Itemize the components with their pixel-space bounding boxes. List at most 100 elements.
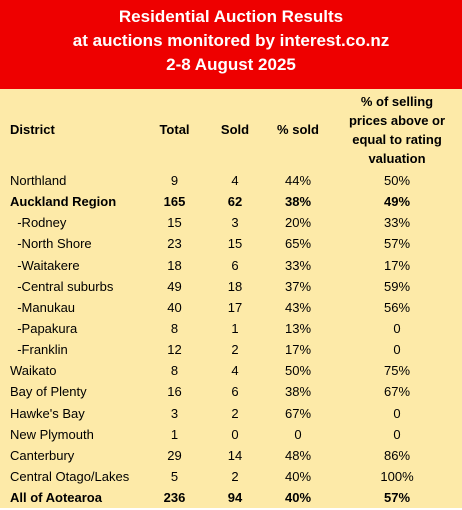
cell-district: -North Shore: [10, 236, 92, 252]
col-header-pct-above-line-1: % of selling: [360, 93, 434, 109]
cell-district: -Franklin: [10, 342, 68, 358]
table-row: -Waitakere 18 6 33% 17%: [0, 255, 462, 276]
cell-pct-sold: 13%: [284, 321, 312, 337]
cell-pct-sold: 65%: [284, 236, 312, 252]
cell-sold: 14: [227, 447, 243, 463]
cell-pct-above-valuation: 57%: [383, 490, 411, 506]
cell-district: -Manukau: [10, 299, 76, 315]
cell-pct-above-valuation: 0: [393, 342, 401, 358]
cell-pct-sold: 44%: [284, 173, 312, 189]
cell-district: Bay of Plenty: [10, 384, 87, 400]
cell-district: Canterbury: [10, 447, 75, 463]
table-row: Bay of Plenty 16 6 38% 67%: [0, 381, 462, 402]
table-row: -Papakura 8 1 13% 0: [0, 318, 462, 339]
cell-sold: 17: [227, 299, 243, 315]
table-row: -North Shore 23 15 65% 57%: [0, 233, 462, 254]
cell-sold: 1: [231, 321, 239, 337]
col-header-sold: Sold: [220, 122, 250, 137]
cell-district: Hawke's Bay: [10, 405, 85, 421]
cell-district: All of Aotearoa: [10, 490, 102, 506]
cell-pct-sold: 38%: [284, 194, 312, 210]
cell-sold: 4: [231, 363, 239, 379]
cell-total: 18: [167, 257, 182, 273]
title-line-2: at auctions monitored by interest.co.nz: [72, 31, 390, 50]
cell-pct-above-valuation: 50%: [383, 173, 411, 189]
title-banner: Residential Auction Results at auctions …: [0, 0, 462, 89]
cell-pct-sold: 0: [294, 426, 302, 442]
cell-pct-above-valuation: 75%: [383, 363, 411, 379]
title-line-3: 2-8 August 2025: [166, 55, 296, 74]
cell-pct-above-valuation: 0: [393, 321, 401, 337]
cell-total: 15: [167, 215, 182, 231]
cell-total: 1: [170, 426, 179, 442]
cell-pct-above-valuation: 59%: [383, 278, 411, 294]
cell-total: 23: [167, 236, 182, 252]
table-row: -Franklin 12 2 17% 0: [0, 339, 462, 360]
cell-pct-above-valuation: 56%: [383, 299, 411, 315]
table-row: Canterbury 29 14 48% 86%: [0, 445, 462, 466]
cell-district: Northland: [10, 173, 67, 189]
cell-pct-above-valuation: 33%: [383, 215, 411, 231]
cell-sold: 94: [227, 490, 243, 506]
cell-district: -Papakura: [10, 321, 78, 337]
title-line-1: Residential Auction Results: [118, 7, 344, 26]
table-row: All of Aotearoa 236 94 40% 57%: [0, 487, 462, 508]
col-header-pct-sold: % sold: [277, 122, 319, 137]
cell-sold: 6: [231, 384, 239, 400]
cell-sold: 6: [231, 257, 239, 273]
cell-pct-sold: 33%: [284, 257, 312, 273]
header-row: District Total Sold % sold % of selling …: [0, 89, 462, 170]
cell-pct-sold: 50%: [284, 363, 312, 379]
cell-total: 236: [163, 490, 186, 506]
cell-pct-above-valuation: 57%: [383, 236, 411, 252]
cell-total: 5: [170, 469, 179, 485]
cell-pct-sold: 67%: [284, 405, 312, 421]
cell-pct-sold: 38%: [284, 384, 312, 400]
cell-total: 8: [170, 363, 179, 379]
cell-district: New Plymouth: [10, 426, 94, 442]
cell-total: 12: [167, 342, 182, 358]
cell-total: 16: [167, 384, 182, 400]
cell-total: 40: [167, 299, 182, 315]
col-header-total: Total: [159, 122, 190, 137]
col-header-pct-above-line-2: prices above or: [348, 112, 446, 128]
cell-total: 49: [167, 278, 182, 294]
cell-pct-sold: 37%: [284, 278, 312, 294]
cell-pct-above-valuation: 0: [393, 426, 401, 442]
cell-pct-above-valuation: 17%: [383, 257, 411, 273]
cell-sold: 0: [231, 426, 239, 442]
cell-sold: 2: [231, 342, 239, 358]
cell-pct-sold: 48%: [284, 447, 312, 463]
table-row: -Central suburbs 49 18 37% 59%: [0, 276, 462, 297]
cell-district: Auckland Region: [10, 194, 117, 210]
cell-sold: 4: [231, 173, 239, 189]
col-header-pct-above-valuation: % of selling prices above or equal to ra…: [332, 89, 462, 170]
cell-pct-sold: 17%: [284, 342, 312, 358]
table-row: -Manukau 40 17 43% 56%: [0, 297, 462, 318]
cell-pct-sold: 40%: [284, 490, 312, 506]
cell-sold: 15: [227, 236, 243, 252]
table-row: -Rodney 15 3 20% 33%: [0, 212, 462, 233]
cell-district: -Waitakere: [10, 257, 80, 273]
col-header-pct-above-line-3: equal to rating: [352, 131, 442, 147]
cell-total: 9: [170, 173, 179, 189]
table-row: Northland 9 4 44% 50%: [0, 170, 462, 191]
cell-district: Central Otago/Lakes: [10, 469, 130, 485]
cell-pct-sold: 43%: [284, 299, 312, 315]
cell-pct-above-valuation: 49%: [383, 194, 411, 210]
cell-pct-above-valuation: 0: [393, 405, 401, 421]
cell-pct-above-valuation: 86%: [383, 447, 411, 463]
cell-district: -Rodney: [10, 215, 67, 231]
cell-district: Waikato: [10, 363, 57, 379]
cell-total: 8: [170, 321, 179, 337]
cell-district: -Central suburbs: [10, 278, 114, 294]
table-row: Auckland Region 165 62 38% 49%: [0, 191, 462, 212]
col-header-district: District: [10, 122, 55, 137]
cell-sold: 2: [231, 405, 239, 421]
table-body: Northland 9 4 44% 50% Auckland Region 165 62 38%…: [0, 170, 462, 508]
col-header-pct-above-line-4: valuation: [368, 150, 426, 166]
cell-sold: 18: [227, 278, 243, 294]
results-table: District Total Sold % sold % of selling …: [0, 89, 462, 509]
table-row: Waikato 8 4 50% 75%: [0, 360, 462, 381]
